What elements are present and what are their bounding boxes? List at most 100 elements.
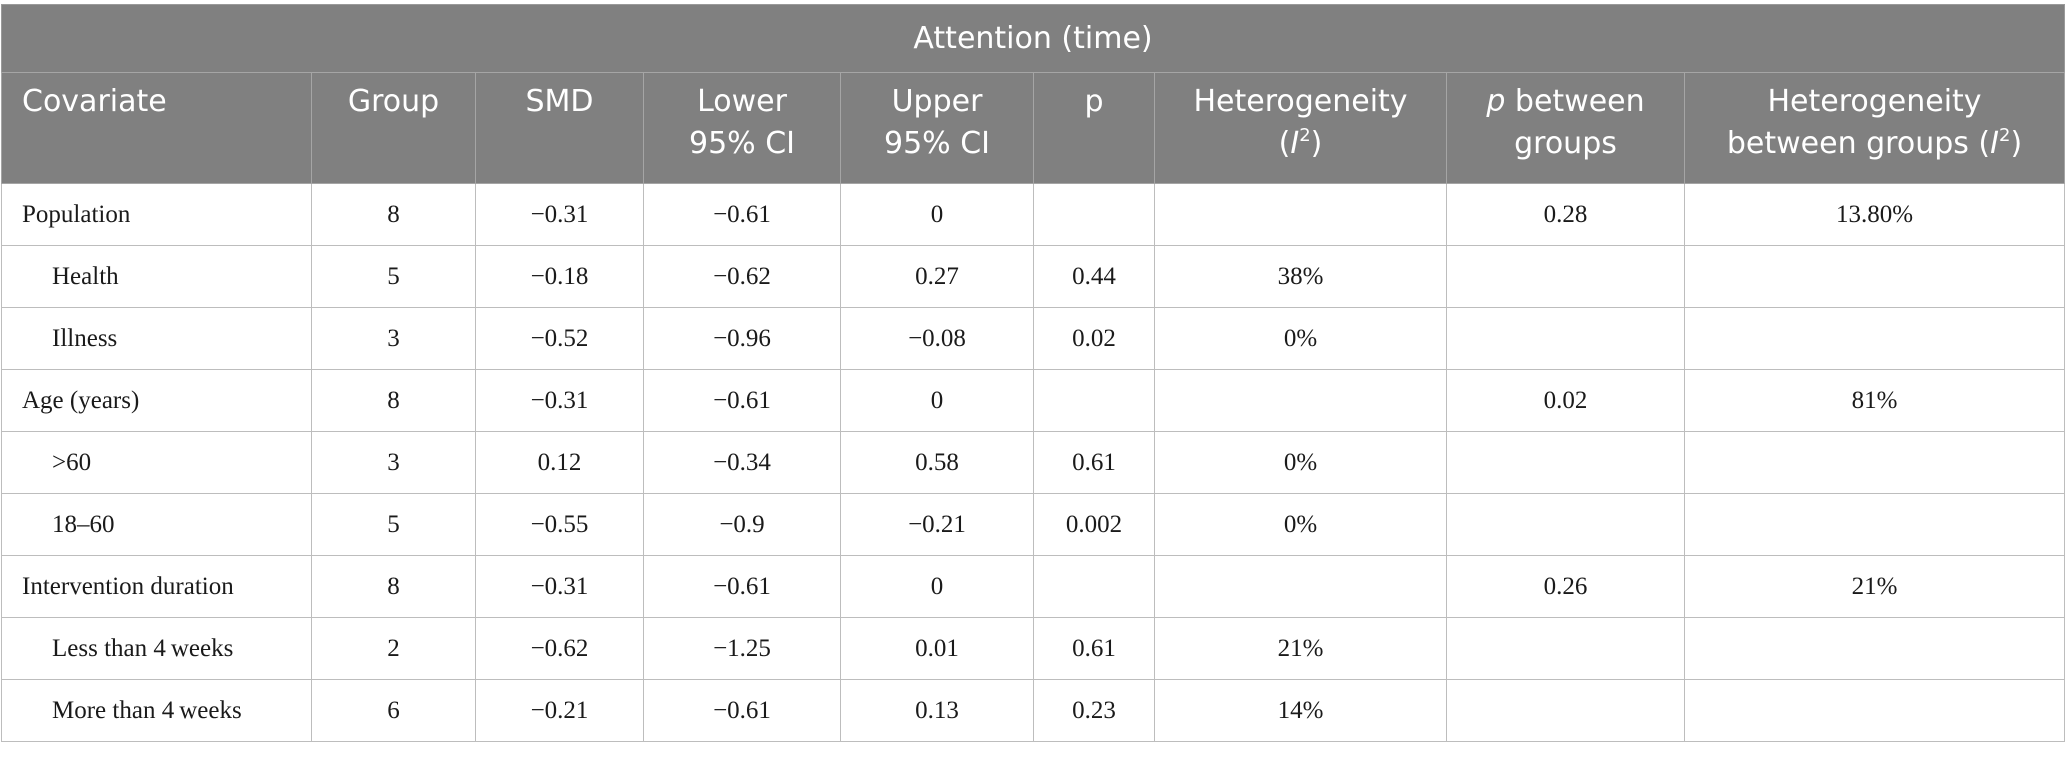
cell-p bbox=[1033, 183, 1155, 246]
cell-upper-ci: 0.01 bbox=[840, 617, 1034, 680]
table-row: Illness 3 −0.52 −0.96 −0.08 0.02 0% bbox=[1, 307, 2066, 370]
cell-heterogeneity bbox=[1154, 183, 1447, 246]
cell-heterogeneity: 38% bbox=[1154, 245, 1447, 308]
header-het-between-i: I bbox=[1990, 126, 1999, 161]
header-group: Group bbox=[311, 72, 476, 184]
header-p-between-line2: groups bbox=[1514, 126, 1617, 161]
cell-group: 6 bbox=[311, 679, 476, 742]
cell-smd: −0.21 bbox=[475, 679, 644, 742]
cell-heterogeneity bbox=[1154, 555, 1447, 618]
cell-covariate: Age (years) bbox=[1, 369, 312, 432]
table-header-row: Covariate Group SMD Lower 95% CI Upper 95%… bbox=[1, 72, 2066, 184]
header-heterogeneity-close: ) bbox=[1310, 126, 1323, 161]
cell-p-between: 0.02 bbox=[1446, 369, 1685, 432]
cell-heterogeneity: 21% bbox=[1154, 617, 1447, 680]
cell-het-between: 13.80% bbox=[1683, 183, 2066, 246]
cell-het-between bbox=[1683, 307, 2066, 370]
cell-p: 0.44 bbox=[1033, 245, 1155, 308]
header-heterogeneity-line1: Heterogeneity bbox=[1193, 84, 1408, 119]
cell-group: 8 bbox=[311, 183, 476, 246]
cell-covariate: Illness bbox=[1, 307, 312, 370]
header-heterogeneity-sup: 2 bbox=[1299, 125, 1311, 146]
cell-p-between bbox=[1446, 307, 1685, 370]
cell-het-between bbox=[1683, 617, 2066, 680]
header-lower-ci-line2: 95% CI bbox=[688, 126, 795, 161]
cell-smd: 0.12 bbox=[475, 431, 644, 494]
cell-p-between bbox=[1446, 493, 1685, 556]
cell-het-between bbox=[1683, 679, 2066, 742]
cell-smd: −0.31 bbox=[475, 555, 644, 618]
cell-lower-ci: −0.61 bbox=[643, 183, 841, 246]
cell-het-between bbox=[1683, 493, 2066, 556]
cell-heterogeneity bbox=[1154, 369, 1447, 432]
header-upper-ci-line1: Upper bbox=[891, 84, 983, 119]
cell-het-between: 81% bbox=[1683, 369, 2066, 432]
cell-upper-ci: 0.27 bbox=[840, 245, 1034, 308]
cell-lower-ci: −0.62 bbox=[643, 245, 841, 308]
cell-het-between bbox=[1683, 431, 2066, 494]
cell-upper-ci: 0.58 bbox=[840, 431, 1034, 494]
cell-group: 5 bbox=[311, 245, 476, 308]
cell-smd: −0.31 bbox=[475, 183, 644, 246]
cell-group: 8 bbox=[311, 555, 476, 618]
cell-p: 0.61 bbox=[1033, 431, 1155, 494]
cell-group: 3 bbox=[311, 307, 476, 370]
cell-lower-ci: −0.61 bbox=[643, 369, 841, 432]
cell-smd: −0.62 bbox=[475, 617, 644, 680]
header-heterogeneity-i: I bbox=[1290, 126, 1300, 161]
cell-smd: −0.18 bbox=[475, 245, 644, 308]
header-het-between-line2: between groups ( bbox=[1726, 126, 1991, 161]
cell-p-between bbox=[1446, 245, 1685, 308]
cell-covariate: 18–60 bbox=[1, 493, 312, 556]
attention-time-table: Attention (time) Covariate Group SMD Low… bbox=[0, 4, 2066, 742]
header-smd: SMD bbox=[475, 72, 644, 184]
header-heterogeneity-open: ( bbox=[1278, 126, 1291, 161]
cell-smd: −0.31 bbox=[475, 369, 644, 432]
cell-group: 3 bbox=[311, 431, 476, 494]
cell-upper-ci: 0 bbox=[840, 555, 1034, 618]
cell-p: 0.002 bbox=[1033, 493, 1155, 556]
cell-group: 5 bbox=[311, 493, 476, 556]
table-title: Attention (time) bbox=[0, 4, 2066, 73]
table-row: Age (years) 8 −0.31 −0.61 0 0.02 81% bbox=[1, 369, 2066, 432]
cell-p: 0.23 bbox=[1033, 679, 1155, 742]
cell-group: 8 bbox=[311, 369, 476, 432]
table-row: More than 4 weeks 6 −0.21 −0.61 0.13 0.2… bbox=[1, 679, 2066, 742]
header-heterogeneity: Heterogeneity (I2) bbox=[1154, 72, 1447, 184]
cell-lower-ci: −0.96 bbox=[643, 307, 841, 370]
header-lower-ci-line1: Lower bbox=[697, 84, 787, 119]
cell-p: 0.02 bbox=[1033, 307, 1155, 370]
cell-p-between: 0.28 bbox=[1446, 183, 1685, 246]
table-row: >60 3 0.12 −0.34 0.58 0.61 0% bbox=[1, 431, 2066, 494]
header-upper-ci: Upper 95% CI bbox=[840, 72, 1034, 184]
cell-heterogeneity: 14% bbox=[1154, 679, 1447, 742]
cell-heterogeneity: 0% bbox=[1154, 431, 1447, 494]
cell-het-between bbox=[1683, 245, 2066, 308]
header-lower-ci: Lower 95% CI bbox=[643, 72, 841, 184]
cell-smd: −0.55 bbox=[475, 493, 644, 556]
header-heterogeneity-between-groups: Heterogeneity between groups (I2) bbox=[1683, 72, 2066, 184]
cell-p: 0.61 bbox=[1033, 617, 1155, 680]
header-het-between-close: ) bbox=[2010, 126, 2023, 161]
header-upper-ci-line2: 95% CI bbox=[883, 126, 990, 161]
cell-p-between bbox=[1446, 617, 1685, 680]
cell-covariate: Health bbox=[1, 245, 312, 308]
cell-upper-ci: 0 bbox=[840, 183, 1034, 246]
table-row: Less than 4 weeks 2 −0.62 −1.25 0.01 0.6… bbox=[1, 617, 2066, 680]
cell-het-between: 21% bbox=[1683, 555, 2066, 618]
table-row: Intervention duration 8 −0.31 −0.61 0 0.… bbox=[1, 555, 2066, 618]
table-title-row: Attention (time) bbox=[0, 4, 2066, 73]
cell-covariate: Population bbox=[1, 183, 312, 246]
table-row: 18–60 5 −0.55 −0.9 −0.21 0.002 0% bbox=[1, 493, 2066, 556]
cell-p-between: 0.26 bbox=[1446, 555, 1685, 618]
header-p: p bbox=[1033, 72, 1155, 184]
cell-covariate: Less than 4 weeks bbox=[1, 617, 312, 680]
cell-heterogeneity: 0% bbox=[1154, 493, 1447, 556]
cell-lower-ci: −1.25 bbox=[643, 617, 841, 680]
table-row: Health 5 −0.18 −0.62 0.27 0.44 38% bbox=[1, 245, 2066, 308]
cell-p-between bbox=[1446, 431, 1685, 494]
header-het-between-line1: Heterogeneity bbox=[1767, 84, 1982, 119]
header-p-between-p: p bbox=[1486, 84, 1506, 119]
cell-p bbox=[1033, 555, 1155, 618]
